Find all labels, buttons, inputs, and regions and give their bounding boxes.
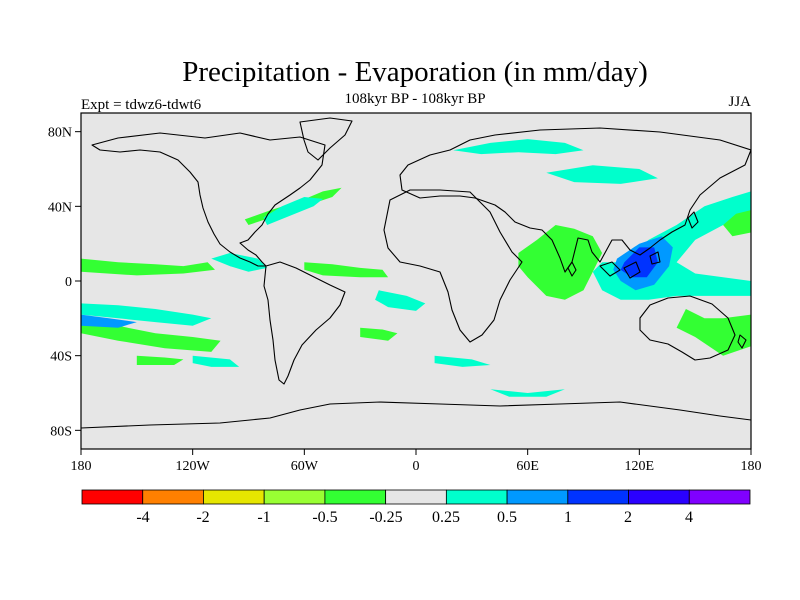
coastline-australia bbox=[639, 295, 736, 361]
lon-tick-label-2: 120W bbox=[176, 459, 211, 474]
colorbar-label-9: 2 bbox=[624, 509, 632, 526]
precip-region-9 bbox=[304, 262, 389, 278]
precip-region-16 bbox=[375, 290, 426, 311]
precip-region-13 bbox=[81, 303, 212, 326]
colorbar-box-2 bbox=[142, 489, 204, 505]
latitude-axis: 80N 40N 0 40S 80S bbox=[48, 126, 81, 439]
precip-region-22 bbox=[81, 314, 137, 328]
colorbar-label-7: 0.5 bbox=[497, 509, 517, 526]
precip-region-17 bbox=[192, 355, 240, 367]
colorbar-label-2: -2 bbox=[196, 509, 209, 526]
colorbar-label-6: 0.25 bbox=[432, 509, 460, 526]
lon-tick-label-7: 180 bbox=[741, 459, 762, 474]
precip-region-14 bbox=[211, 253, 268, 272]
lon-tick-label-3: 60W bbox=[291, 459, 319, 474]
lat-tick-label-5: 80S bbox=[50, 424, 72, 439]
colorbar-label-1: -4 bbox=[136, 509, 149, 526]
lon-tick-label-1: 180 bbox=[71, 459, 92, 474]
precip-region-18 bbox=[453, 139, 584, 155]
precip-region-21 bbox=[434, 355, 491, 367]
longitude-axis: 180 120W 60W 0 60E 120E 180 bbox=[71, 449, 762, 474]
figure-title: Precipitation - Evaporation (in mm/day) bbox=[182, 56, 648, 88]
coastline-north-america bbox=[91, 132, 326, 267]
precip-region-12 bbox=[360, 327, 398, 341]
lat-tick-label-2: 40N bbox=[48, 200, 72, 215]
precip-region-5 bbox=[676, 309, 751, 356]
precip-region-19 bbox=[546, 165, 658, 184]
precip-region-4 bbox=[518, 225, 603, 300]
colorbar-box-1 bbox=[81, 489, 144, 505]
coastline-africa bbox=[383, 189, 523, 343]
colorbar-box-7 bbox=[445, 489, 508, 505]
lon-tick-label-5: 60E bbox=[516, 459, 539, 474]
colorbar-label-5: -0.25 bbox=[369, 509, 402, 526]
colorbar-box-3 bbox=[203, 489, 265, 505]
lat-tick-label-4: 40S bbox=[50, 350, 72, 365]
colorbar-label-3: -1 bbox=[257, 509, 270, 526]
colorbar-box-10 bbox=[628, 489, 690, 505]
center-subtitle: 108kyr BP - 108kyr BP bbox=[344, 91, 485, 107]
colorbar-label-4: -0.5 bbox=[312, 509, 337, 526]
precip-region-20 bbox=[490, 389, 565, 397]
coastline-antarctica bbox=[81, 401, 751, 429]
colorbar-label-8: 1 bbox=[564, 509, 572, 526]
coastline-greenland bbox=[299, 117, 353, 161]
lat-tick-label-1: 80N bbox=[48, 126, 72, 141]
colorbar-box-4 bbox=[263, 489, 326, 505]
colorbar bbox=[81, 489, 751, 505]
colorbar-box-9 bbox=[567, 489, 629, 505]
coastline-islands bbox=[567, 211, 747, 349]
lon-tick-label-4: 0 bbox=[413, 459, 420, 474]
precip-region-3 bbox=[620, 247, 658, 278]
precip-region-11 bbox=[136, 355, 184, 365]
colorbar-box-11 bbox=[688, 489, 751, 505]
left-subtitle: Expt = tdwz6-tdwt6 bbox=[81, 97, 202, 113]
precip-region-7 bbox=[81, 258, 215, 276]
coastline-south-america bbox=[263, 261, 346, 385]
lat-tick-label-3: 0 bbox=[65, 275, 72, 290]
right-subtitle: JJA bbox=[728, 94, 751, 110]
colorbar-box-6 bbox=[385, 489, 447, 505]
precip-region-8 bbox=[81, 322, 221, 352]
precip-anomaly-regions bbox=[81, 139, 751, 397]
colorbar-labels: -4 -2 -1 -0.5 -0.25 0.25 0.5 1 2 4 bbox=[136, 509, 693, 526]
precip-region-15 bbox=[263, 197, 323, 225]
colorbar-box-5 bbox=[324, 489, 387, 505]
precip-region-6 bbox=[723, 210, 751, 237]
lon-tick-label-6: 120E bbox=[625, 459, 655, 474]
coastlines bbox=[81, 117, 751, 429]
coastline-eurasia bbox=[399, 127, 751, 273]
colorbar-box-8 bbox=[506, 489, 569, 505]
map-panel: 80N 40N 0 40S 80S 180 120W 60W 0 60E 120E 180 bbox=[48, 112, 762, 474]
colorbar-label-10: 4 bbox=[685, 509, 693, 526]
